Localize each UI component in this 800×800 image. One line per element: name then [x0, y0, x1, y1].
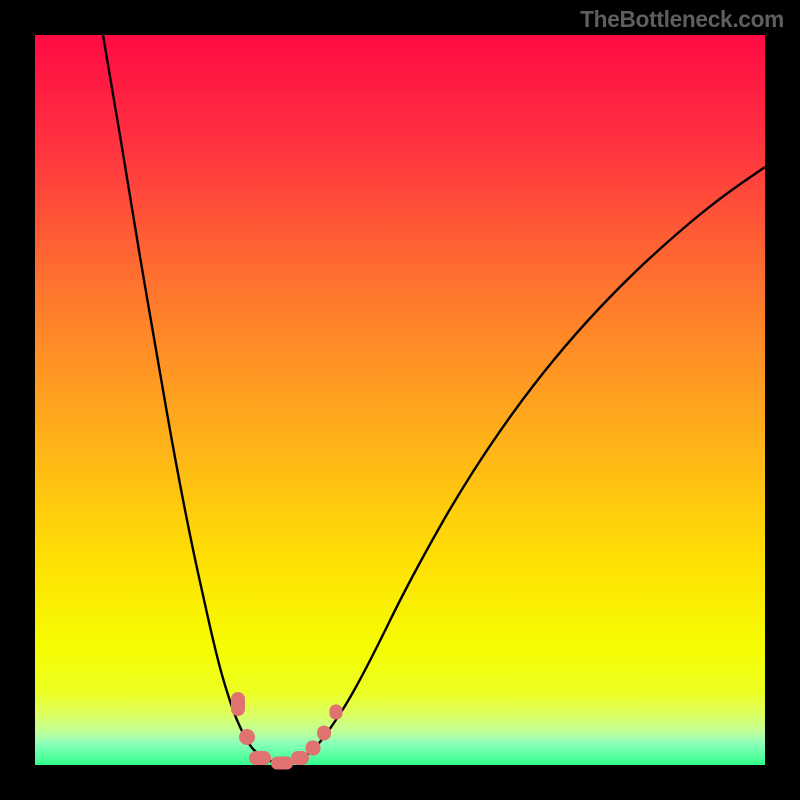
sweet-spot-marker	[271, 757, 293, 770]
sweet-spot-marker	[249, 751, 271, 765]
sweet-spot-marker	[239, 729, 255, 745]
marker-group	[231, 692, 343, 770]
sweet-spot-marker	[231, 692, 245, 716]
sweet-spot-marker	[291, 751, 309, 765]
curve-layer	[0, 0, 800, 800]
watermark-text: TheBottleneck.com	[580, 6, 784, 33]
bottleneck-curve	[103, 35, 765, 764]
chart-frame: TheBottleneck.com	[0, 0, 800, 800]
curve-group	[103, 35, 765, 764]
sweet-spot-marker	[330, 705, 343, 720]
sweet-spot-marker	[317, 726, 331, 741]
sweet-spot-marker	[306, 741, 321, 756]
